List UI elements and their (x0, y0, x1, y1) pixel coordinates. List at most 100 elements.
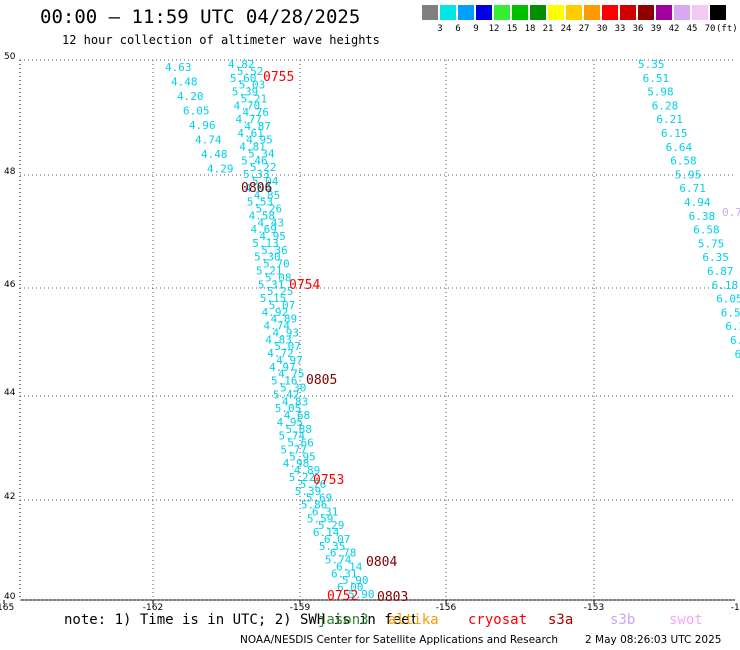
satellite-label-swot: swot (669, 612, 703, 628)
wave-height-value: 5.36 (261, 244, 288, 257)
lat-label: 42 (4, 492, 15, 502)
wave-height-value: 6.58 (693, 224, 720, 237)
satellite-label-s3b: s3b (610, 612, 636, 628)
wave-height-value: 5.90 (348, 588, 375, 601)
legend-swatch (440, 5, 456, 20)
wave-height-value: 4.48 (171, 76, 198, 89)
wave-height-value: 4.92 (262, 306, 289, 319)
wave-height-value: 4.93 (272, 326, 299, 339)
wave-height-value: 4.89 (294, 464, 321, 477)
wave-height-value: 6.53 (721, 306, 740, 319)
wave-height-value: 6.48 (730, 334, 740, 347)
lon-label: -150 (731, 603, 740, 613)
satellite-label-cryosat: cryosat (468, 612, 528, 628)
wave-height-value: 4.20 (177, 90, 204, 103)
pass-time-label: 0806 (241, 181, 272, 196)
wave-height-value: 5.90 (342, 574, 369, 587)
wave-height-value: 4.87 (244, 120, 271, 133)
wave-height-value: 5.66 (287, 437, 314, 450)
wave-height-value: 5.59 (307, 512, 334, 525)
wave-height-value: 6.18 (712, 279, 739, 292)
wave-height-value: 4.29 (207, 163, 234, 176)
legend-swatch (674, 5, 690, 20)
wave-height-value: 6.15 (661, 127, 688, 140)
wave-height-value: 0.7 (722, 206, 740, 219)
wave-height-value: 4.97 (269, 361, 296, 374)
lon-label: -159 (290, 603, 311, 613)
wave-height-value: 5.76 (300, 478, 327, 491)
wave-height-value: 6.78 (330, 547, 357, 560)
wave-height-value: 5.07 (269, 299, 296, 312)
lat-label: 46 (4, 280, 16, 290)
wave-height-value: 5.33 (243, 168, 270, 181)
wave-height-value: 4.77 (235, 113, 262, 126)
wave-height-value: 5.69 (306, 492, 333, 505)
legend-swatch (422, 5, 438, 20)
wave-height-value: 5.29 (318, 519, 345, 532)
wave-height-value: 6.71 (679, 182, 706, 195)
wave-height-value: 6.11 (735, 348, 740, 361)
wave-height-value: 4.95 (277, 416, 304, 429)
satellite-label-altika: altika (388, 612, 439, 628)
wave-height-value: 4.76 (243, 106, 270, 119)
wave-height-value: 4.89 (271, 313, 298, 326)
wave-height-value: 5.52 (237, 65, 264, 78)
wave-height-value: 4.63 (165, 61, 192, 74)
wave-height-value: 5.13 (252, 237, 279, 250)
wave-height-value: 6.05 (183, 105, 210, 118)
wave-height-value: 5.70 (263, 258, 290, 271)
pass-time-label: 0755 (263, 70, 294, 85)
wave-height-value: 6.31 (331, 567, 358, 580)
wave-height-value: 6.27 (725, 320, 740, 333)
wave-height-value: 6.31 (312, 505, 339, 518)
wave-height-value: 6.00 (337, 581, 364, 594)
lon-label: -165 (0, 603, 14, 613)
lon-label: -162 (143, 603, 163, 613)
lon-label: -153 (584, 603, 604, 613)
lat-label: 50 (4, 52, 16, 62)
wave-height-value: 4.83 (265, 333, 292, 346)
legend-swatch (584, 5, 600, 20)
legend-label: 18 (524, 24, 536, 34)
wave-height-value: 4.85 (254, 189, 281, 202)
wave-height-value: 5.86 (301, 499, 328, 512)
wave-height-value: 5.05 (275, 402, 302, 415)
wave-height-value: 5.60 (230, 72, 256, 85)
legend-swatch (620, 5, 636, 20)
wave-height-value: 5.74 (278, 430, 305, 443)
wave-height-value: 6.58 (670, 155, 697, 168)
pass-time-label: 0804 (366, 555, 397, 570)
legend-label: 33 (614, 24, 626, 34)
wave-height-value: 6.35 (702, 251, 729, 264)
wave-height-value: 5.35 (319, 540, 346, 553)
wave-height-value: 4.68 (284, 409, 311, 422)
wave-height-value: 6.14 (336, 560, 363, 573)
wave-height-value: 5.03 (239, 79, 265, 92)
wave-height-value: 4.83 (282, 395, 309, 408)
wave-height-value: 4.72 (267, 347, 294, 360)
wave-height-value: 6.51 (643, 72, 670, 85)
wave-height-value: 4.95 (246, 134, 272, 147)
legend-label: 12 (488, 24, 500, 34)
wave-height-value: 5.08 (265, 271, 292, 284)
legend-label: 21 (542, 24, 554, 34)
wave-height-value: 6.38 (689, 210, 716, 223)
wave-height-value: 5.22 (250, 161, 277, 174)
legend-swatch (530, 5, 546, 20)
wave-height-value: 4.74 (195, 134, 222, 147)
legend-label: 24 (560, 24, 572, 34)
wave-height-value: 4.96 (189, 119, 216, 132)
legend-label: 36 (632, 24, 644, 34)
wave-height-value: 5.75 (698, 237, 725, 250)
wave-height-value: 4.70 (234, 99, 261, 112)
wave-height-value: 5.25 (267, 285, 294, 298)
wave-height-value: 4.75 (278, 368, 305, 381)
wave-height-value: 5.53 (247, 196, 274, 209)
wave-height-value: 4.98 (283, 457, 310, 470)
wave-height-value: 5.95 (675, 168, 702, 181)
wave-height-value: 4.82 (228, 58, 255, 71)
wave-height-value: 5.42 (273, 388, 300, 401)
wave-height-value: 5.98 (647, 86, 674, 99)
wave-height-value: 4.43 (258, 216, 285, 229)
